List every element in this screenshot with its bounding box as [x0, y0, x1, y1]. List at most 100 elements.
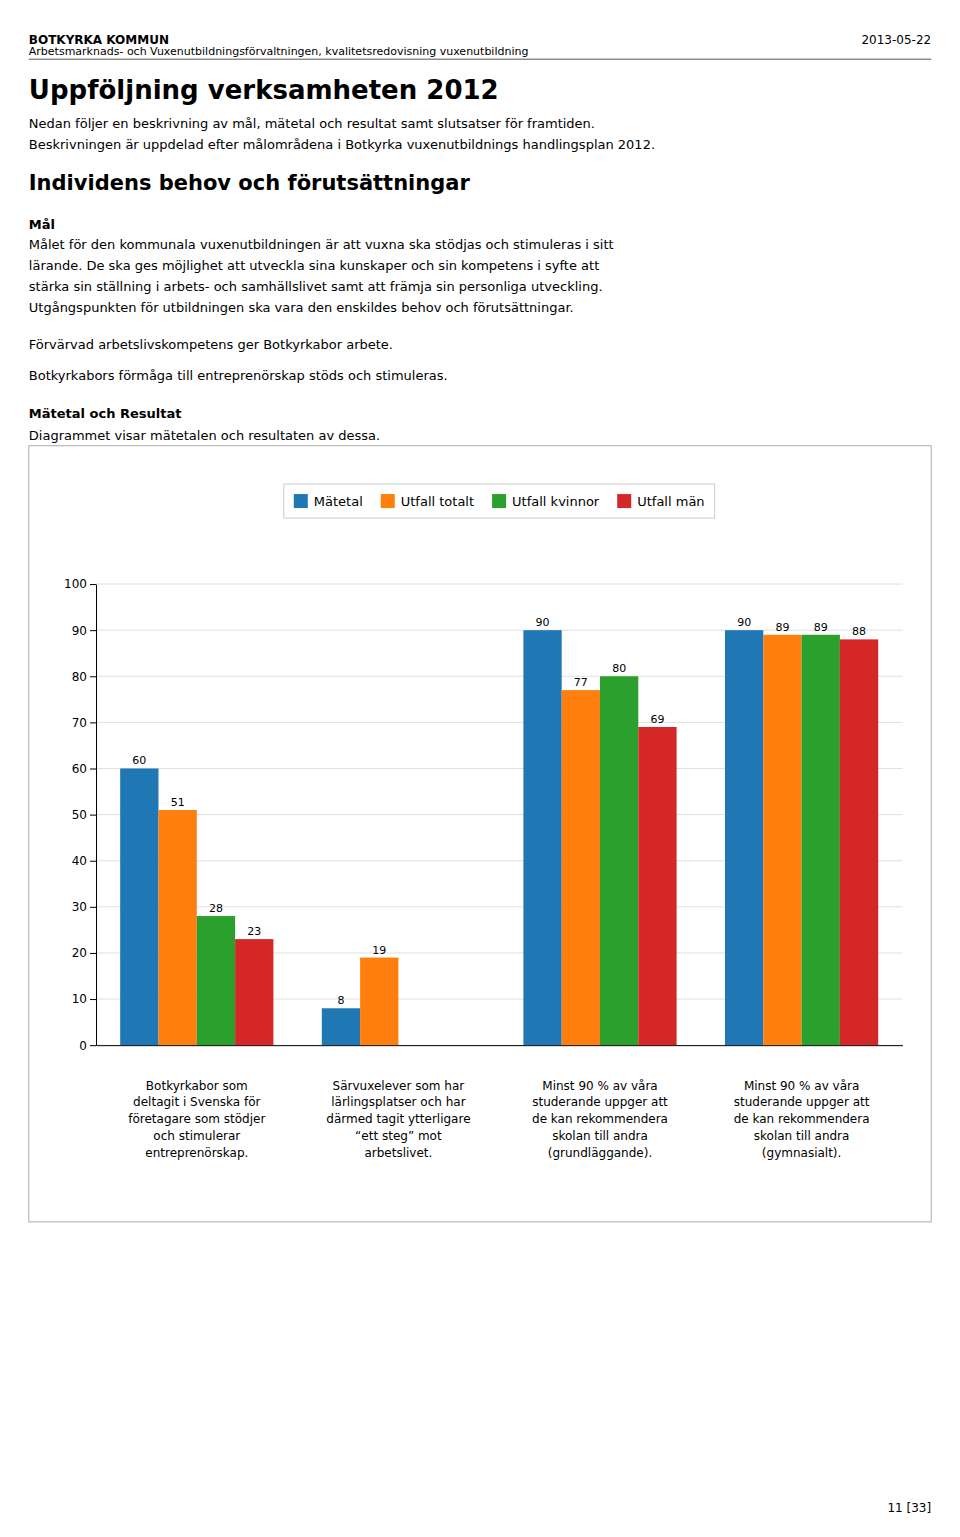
tick-label: 0: [79, 1039, 87, 1053]
bar: [562, 690, 600, 1045]
header-date: 2013-05-22: [861, 33, 931, 47]
tick: 90: [72, 624, 96, 638]
legend-swatch: [294, 494, 308, 508]
tick-mark: [90, 907, 96, 908]
subtitle: Nedan följer en beskrivning av mål, mäte…: [29, 116, 595, 131]
legend-label: Utfall kvinnor: [512, 494, 600, 509]
tick: 70: [72, 716, 96, 730]
tick: Botkyrkabor som deltagit i Svenska för för…: [128, 1079, 265, 1160]
tick: 0: [79, 1039, 96, 1053]
data-label: 28: [209, 902, 223, 915]
data-label: 19: [372, 944, 386, 957]
legend-label: Utfall totalt: [401, 494, 474, 509]
bar: [360, 958, 398, 1046]
tick: 60: [72, 762, 96, 776]
tick-label: 40: [72, 854, 87, 868]
legend-label: Mätetal: [314, 494, 363, 509]
bar: [725, 630, 763, 1045]
legend-item: Utfall totalt: [381, 494, 474, 509]
bar: [322, 1008, 360, 1045]
grid: [96, 584, 902, 1045]
page-number: 11 [33]: [887, 1501, 931, 1515]
category-label-line: Särvuxelever som har: [333, 1079, 465, 1093]
bar: [840, 639, 878, 1045]
bar: [638, 727, 676, 1045]
tick-label: 50: [72, 808, 87, 822]
grid-line: [96, 584, 902, 585]
axis-line: [96, 585, 97, 1046]
section-title: Individens behov och förutsättningar: [29, 171, 471, 195]
category-label-line: deltagit i Svenska för: [133, 1095, 260, 1109]
data-label: 8: [337, 994, 344, 1007]
paragraph: Förvärvad arbetslivskompetens ger Botkyr…: [29, 337, 393, 352]
tick-mark: [90, 584, 96, 585]
tick-label: 90: [72, 624, 87, 638]
page: BOTKYRKA KOMMUNArbetsmarknads- och Vuxen…: [0, 0, 960, 1537]
tick-mark: [90, 861, 96, 862]
bar: [763, 635, 801, 1045]
tick-label: 20: [72, 946, 87, 960]
category-label-line: Minst 90 % av våra: [744, 1079, 859, 1093]
y-axis: 0 10 20 30 40 50 60 70 80 90 100: [64, 577, 96, 1052]
goal-text: lärande. De ska ges möjlighet att utveck…: [29, 258, 599, 273]
tick: 40: [72, 854, 96, 868]
category-label-line: därmed tagit ytterligare: [326, 1112, 470, 1126]
category-label: Botkyrkabor som deltagit i Svenska för för…: [128, 1079, 265, 1160]
tick: 100: [64, 577, 96, 591]
tick-label: 80: [72, 670, 87, 684]
tick-mark: [90, 676, 96, 677]
tick-mark: [90, 953, 96, 954]
separator: [29, 59, 931, 60]
category-label-line: studerande uppger att: [532, 1095, 668, 1109]
category-label-line: och stimulerar: [153, 1129, 240, 1143]
tick: 80: [72, 670, 96, 684]
category-label-line: skolan till andra: [552, 1129, 648, 1143]
tick-mark: [90, 630, 96, 631]
goal-text: stärka sin ställning i arbets- och samhä…: [29, 279, 603, 294]
legend: Mätetal Utfall totalt Utfall kvinnor Utfall…: [284, 484, 715, 518]
legend-item: Mätetal: [294, 494, 363, 509]
goal-label: Mål: [29, 217, 55, 232]
chart-box: [29, 446, 931, 1222]
category-label-line: skolan till andra: [754, 1129, 850, 1143]
data-label: 51: [171, 796, 185, 809]
category-label-line: arbetslivet.: [364, 1146, 432, 1160]
legend-frame: [284, 484, 715, 518]
axis-line: [97, 1045, 903, 1046]
legend-label: Utfall män: [637, 494, 704, 509]
category-label-line: (gymnasialt).: [762, 1146, 842, 1160]
legend-swatch: [617, 494, 631, 508]
data-label: 23: [247, 925, 261, 938]
tick-label: 70: [72, 716, 87, 730]
tick: 50: [72, 808, 96, 822]
category-label-line: Botkyrkabor som: [146, 1079, 248, 1093]
description: Beskrivningen är uppdelad efter målområd…: [29, 137, 655, 152]
bar: [197, 916, 235, 1045]
category-label-line: studerande uppger att: [734, 1095, 870, 1109]
bars: [120, 630, 878, 1045]
category-label: Särvuxelever som harlärlingsplatser och …: [326, 1079, 470, 1160]
results-description: Diagrammet visar mätetalen och resultate…: [29, 428, 380, 443]
category-label-line: företagare som stödjer: [128, 1112, 265, 1126]
tick-mark: [90, 769, 96, 770]
bar: [120, 769, 158, 1046]
tick: 10: [72, 992, 96, 1006]
tick-label: 30: [72, 900, 87, 914]
data-labels: 608909051197789288089236988: [132, 616, 866, 1007]
data-label: 80: [612, 662, 626, 675]
tick-label: 10: [72, 992, 87, 1006]
legend-swatch: [381, 494, 395, 508]
page-title: Uppföljning verksamheten 2012: [29, 75, 499, 105]
tick-label: 60: [72, 762, 87, 776]
bar: [802, 635, 840, 1045]
category-label-line: (grundläggande).: [548, 1146, 652, 1160]
category-label: Minst 90 % av vårastuderande uppger attd…: [532, 1079, 668, 1160]
legend-item: Utfall män: [617, 494, 704, 509]
category-label: Minst 90 % av vårastuderande uppger attd…: [734, 1079, 870, 1160]
bar: [600, 676, 638, 1045]
tick-mark: [90, 722, 96, 723]
goal-text: Målet för den kommunala vuxenutbildninge…: [29, 237, 614, 252]
tick-mark: [90, 999, 96, 1000]
paragraph: Botkyrkabors förmåga till entreprenörska…: [29, 368, 448, 383]
data-label: 88: [852, 625, 866, 638]
